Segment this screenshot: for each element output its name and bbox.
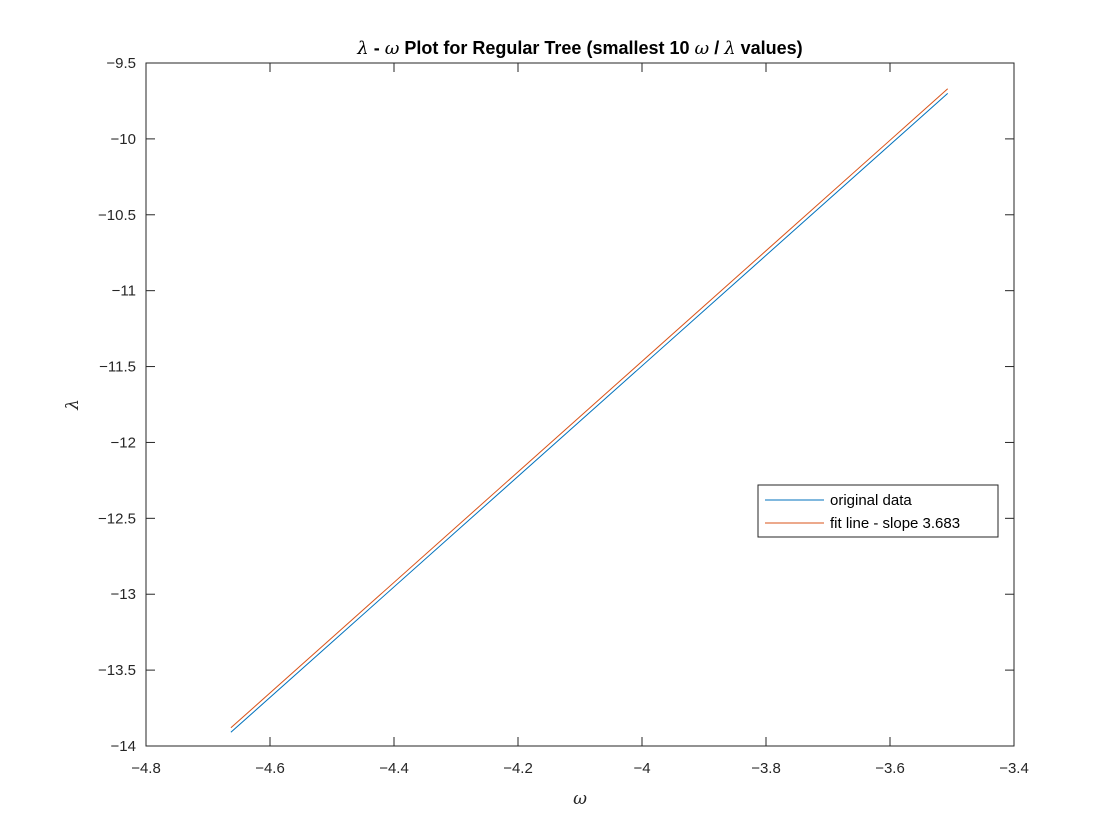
y-ticks: −14 −13.5 −13 −12.5 −12 −11.5 −11 −10.5 −10 −9.5 — [98, 55, 1014, 755]
y-tick-label: −13 — [111, 586, 136, 603]
x-tick-label: −3.6 — [875, 760, 905, 777]
x-tick-label: −4.8 — [131, 760, 161, 777]
series-layer — [230, 88, 949, 733]
series-line-2 — [230, 88, 949, 729]
y-tick-label: −12 — [111, 434, 136, 451]
title-segment: values) — [736, 38, 803, 58]
x-axis-label: ω — [573, 789, 587, 809]
title-symbol: ω — [695, 38, 710, 59]
y-tick-label: −11 — [112, 283, 136, 300]
title-segment: - — [369, 38, 385, 58]
x-tick-label: −4 — [633, 760, 650, 777]
title-symbol: ω — [385, 38, 400, 59]
chart-title: λ - ω Plot for Regular Tree (smallest 10… — [356, 38, 802, 59]
y-tick-label: −12.5 — [98, 510, 136, 527]
x-ticks: −4.8 −4.6 −4.4 −4.2 −4 −3.8 −3.6 −3.4 — [131, 63, 1029, 777]
y-axis-label: λ — [63, 399, 83, 411]
title-segment: / — [709, 38, 724, 58]
x-tick-label: −3.4 — [999, 760, 1029, 777]
series-line-1 — [230, 93, 949, 733]
x-tick-label: −4.4 — [379, 760, 409, 777]
y-tick-label: −11.5 — [99, 359, 136, 376]
title-symbol: λ — [356, 38, 368, 59]
y-tick-label: −10 — [111, 131, 136, 148]
x-tick-label: −3.8 — [751, 760, 781, 777]
x-tick-label: −4.6 — [255, 760, 285, 777]
x-tick-label: −4.2 — [503, 760, 533, 777]
legend: original data fit line - slope 3.683 — [757, 484, 999, 538]
legend-entry-label: fit line - slope 3.683 — [830, 515, 960, 532]
y-tick-label: −10.5 — [98, 207, 136, 224]
title-segment: Plot for Regular Tree (smallest 10 — [399, 38, 694, 58]
axes-box — [145, 62, 1015, 747]
title-symbol: λ — [723, 38, 735, 59]
y-tick-label: −13.5 — [98, 662, 136, 679]
y-tick-label: −14 — [111, 738, 136, 755]
plot-area — [146, 63, 1014, 746]
y-tick-label: −9.5 — [106, 55, 136, 72]
legend-box — [757, 484, 999, 538]
legend-entry-label: original data — [830, 492, 912, 509]
